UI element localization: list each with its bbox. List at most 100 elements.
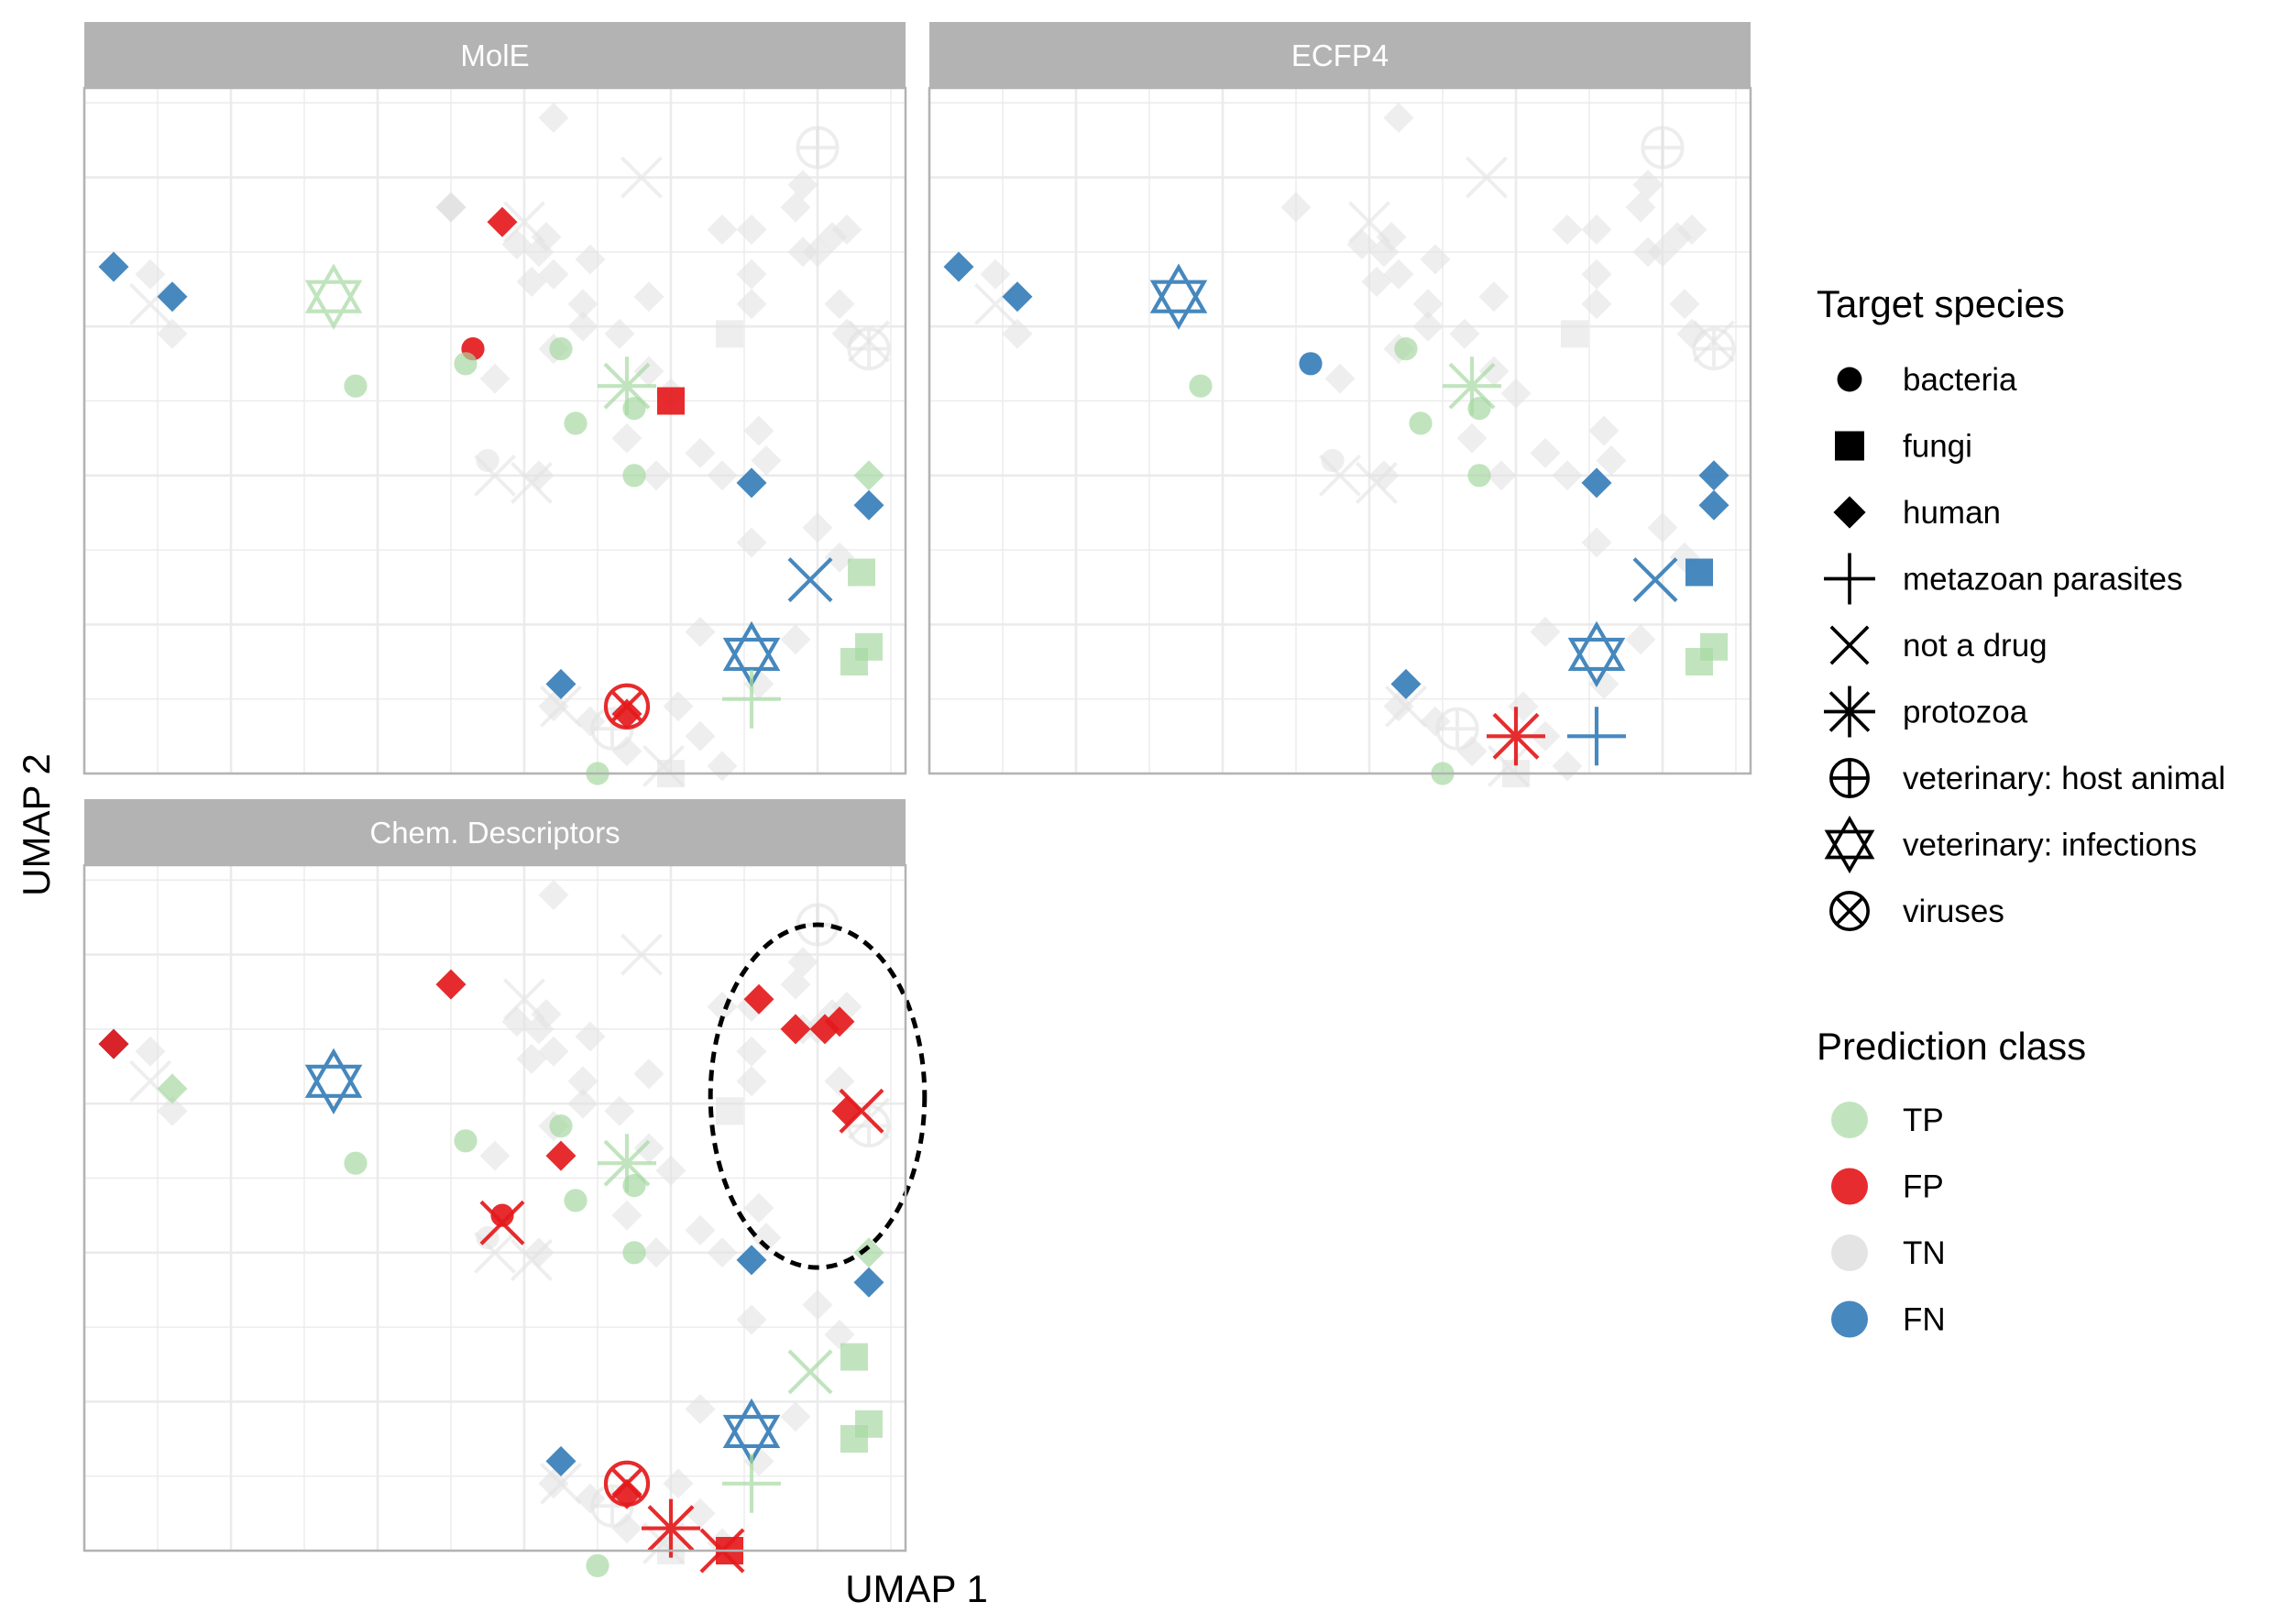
legend-shape-label: veterinary: host animal — [1903, 761, 2225, 796]
point-tn-diamond — [751, 445, 782, 476]
point-tn-circle-plus — [796, 126, 840, 170]
point-tp-circle — [586, 1553, 609, 1577]
point-fp-diamond — [611, 698, 642, 730]
point-tn-cross — [474, 1231, 516, 1274]
point-fp-asterisk — [642, 1498, 700, 1558]
point-fp-asterisk — [1487, 707, 1545, 766]
point-tn-diamond — [1647, 236, 1678, 268]
legend-shape-label: viruses — [1903, 894, 2004, 929]
point-tn-diamond — [135, 1036, 166, 1067]
point-fn-diamond — [98, 251, 129, 282]
point-tn-diamond — [743, 415, 774, 446]
legend-shape-label: not a drug — [1903, 628, 2048, 664]
point-fp-diamond — [611, 1478, 642, 1509]
panel-border — [928, 86, 1752, 775]
point-tn-cross — [642, 744, 685, 787]
point-tn-diamond — [685, 1498, 716, 1529]
panel-background — [84, 88, 906, 774]
legend-shape-label: metazoan parasites — [1903, 562, 2182, 598]
point-fp-square — [657, 387, 685, 415]
point-tp-square — [840, 1425, 868, 1453]
point-tn-diamond — [1420, 244, 1451, 275]
point-tn-diamond — [802, 512, 833, 543]
point-tn-cross — [1466, 156, 1508, 199]
point-tn-diamond — [824, 1066, 855, 1097]
point-tn-diamond — [707, 1237, 738, 1268]
point-tn-diamond — [663, 691, 694, 722]
point-tn-diamond — [611, 736, 642, 767]
point-tn-diamond — [523, 460, 555, 491]
facet-strip-label: MolE — [460, 38, 529, 72]
point-fp-diamond — [545, 1140, 576, 1171]
point-tn-diamond — [157, 1095, 188, 1126]
point-tn-diamond — [523, 1237, 555, 1268]
point-fn-diamond — [943, 251, 974, 282]
point-tn-diamond — [1002, 318, 1033, 349]
point-tp-circle — [622, 464, 646, 488]
point-tn-diamond — [1412, 289, 1444, 320]
point-fn-diamond — [853, 1267, 884, 1298]
point-tp-square — [1686, 648, 1713, 675]
facet-strip-label: Chem. Descriptors — [369, 816, 620, 850]
point-tn-diamond — [736, 258, 767, 290]
point-fn-diamond — [157, 281, 188, 313]
point-tn-diamond — [641, 1237, 672, 1268]
point-tn-cross — [474, 454, 516, 497]
point-fn-diamond — [1390, 668, 1422, 699]
point-tn-diamond — [736, 1036, 767, 1067]
legend-key-circle-plus-icon — [1829, 758, 1870, 798]
point-tn-diamond — [663, 1468, 694, 1499]
legend-key-asterisk-icon — [1824, 686, 1875, 738]
point-tn-diamond — [1376, 222, 1407, 253]
point-tn-diamond — [135, 258, 166, 290]
legend-color-label: FN — [1903, 1302, 1946, 1338]
point-tn-diamond — [1412, 311, 1444, 342]
point-tn-cross — [620, 933, 663, 976]
point-fn-square — [1686, 558, 1713, 587]
facet-strip — [84, 799, 906, 865]
facet-strip — [929, 22, 1751, 88]
point-tn-diamond — [1478, 356, 1510, 387]
point-fp-cross — [839, 1088, 884, 1134]
point-tn-diamond — [1581, 214, 1612, 245]
point-tn-diamond — [1486, 460, 1517, 491]
point-tn-diamond — [655, 1155, 686, 1186]
point-tn-diamond — [516, 266, 547, 297]
point-fn-star-of-david — [722, 1398, 781, 1465]
point-tp-asterisk — [598, 357, 656, 416]
point-tn-diamond — [980, 258, 1011, 290]
point-tp-circle — [454, 352, 478, 376]
point-tn-diamond — [611, 1513, 642, 1544]
legend-shape-label: veterinary: infections — [1903, 828, 2197, 863]
point-tn-diamond — [1368, 460, 1400, 491]
point-tn-diamond — [736, 214, 767, 245]
point-tp-circle — [622, 1241, 646, 1265]
point-tn-diamond — [1361, 266, 1392, 297]
point-tn-diamond — [1588, 415, 1620, 446]
point-tn-diamond — [1324, 363, 1356, 394]
point-tn-diamond — [538, 103, 569, 133]
point-tn-diamond — [751, 1223, 782, 1253]
point-tn-diamond — [633, 281, 664, 313]
point-tn-circle-plus — [847, 327, 891, 371]
point-tn-diamond — [1449, 318, 1480, 349]
point-fn-star-of-david — [722, 620, 781, 688]
point-tn-diamond — [831, 214, 862, 245]
point-tn-diamond — [824, 542, 855, 573]
point-tp-circle — [344, 1151, 368, 1175]
point-tn-cross — [1385, 685, 1427, 728]
point-tn-cross — [540, 685, 582, 728]
point-fn-diamond — [1002, 281, 1033, 313]
point-fn-circle — [1299, 352, 1323, 376]
point-tn-diamond — [685, 617, 716, 647]
point-tn-diamond — [435, 192, 467, 223]
point-tn-diamond — [531, 999, 562, 1030]
point-tp-diamond — [157, 1073, 188, 1104]
legend: Target species bacteria fungi human metazoan… — [1817, 282, 2225, 1338]
panel-background — [929, 88, 1751, 774]
point-tn-diamond — [685, 1214, 716, 1245]
point-tp-diamond — [853, 1237, 884, 1268]
panel-points — [943, 103, 1736, 787]
point-tn-cross — [1488, 744, 1530, 787]
point-tn-diamond — [611, 422, 642, 454]
